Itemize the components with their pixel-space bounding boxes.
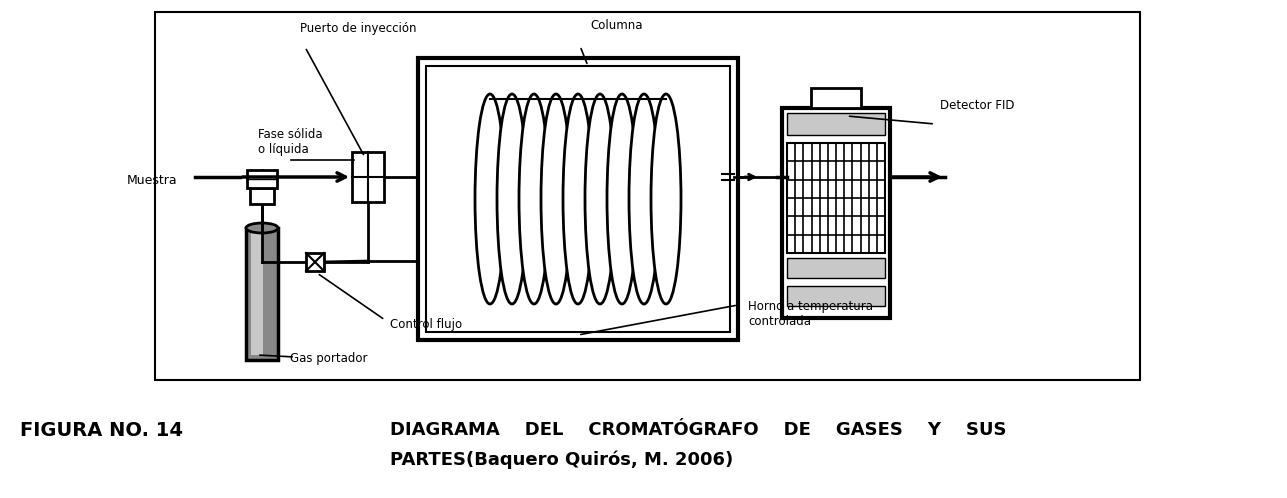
Text: Muestra: Muestra [127, 173, 178, 186]
Bar [246, 228, 278, 360]
Ellipse shape [607, 94, 637, 304]
Bar [786, 258, 885, 278]
Bar [786, 143, 885, 253]
Bar [418, 58, 737, 340]
Ellipse shape [586, 94, 615, 304]
Ellipse shape [246, 223, 278, 233]
Bar [786, 286, 885, 306]
Text: Detector FID: Detector FID [940, 99, 1014, 112]
Text: PARTES(Baquero Quirós, M. 2006): PARTES(Baquero Quirós, M. 2006) [390, 451, 734, 469]
Ellipse shape [629, 94, 659, 304]
Ellipse shape [541, 94, 571, 304]
Bar [353, 152, 384, 202]
Text: Columna: Columna [589, 19, 642, 32]
Bar [426, 66, 730, 332]
Text: Horno a temperatura
controlada: Horno a temperatura controlada [748, 300, 873, 328]
Bar [154, 12, 1140, 380]
Text: Fase de vapor: Fase de vapor [498, 130, 586, 143]
Text: Control flujo: Control flujo [390, 318, 462, 331]
Text: DIAGRAMA    DEL    CROMATÓGRAFO    DE    GASES    Y    SUS: DIAGRAMA DEL CROMATÓGRAFO DE GASES Y SUS [390, 421, 1006, 439]
Text: FIGURA NO. 14: FIGURA NO. 14 [21, 420, 183, 440]
Ellipse shape [475, 94, 505, 304]
Text: Puerto de inyección: Puerto de inyección [300, 22, 417, 35]
Text: Gas portador: Gas portador [290, 352, 368, 365]
Bar [782, 108, 891, 318]
Bar [250, 188, 274, 204]
Bar [306, 253, 324, 271]
Ellipse shape [651, 94, 681, 304]
Text: Fase sólida
o líquida: Fase sólida o líquida [257, 128, 323, 156]
Ellipse shape [562, 94, 593, 304]
Ellipse shape [497, 94, 526, 304]
Bar [247, 170, 277, 188]
Ellipse shape [519, 94, 550, 304]
Bar [786, 113, 885, 135]
Bar [251, 233, 263, 355]
Bar [811, 88, 861, 108]
